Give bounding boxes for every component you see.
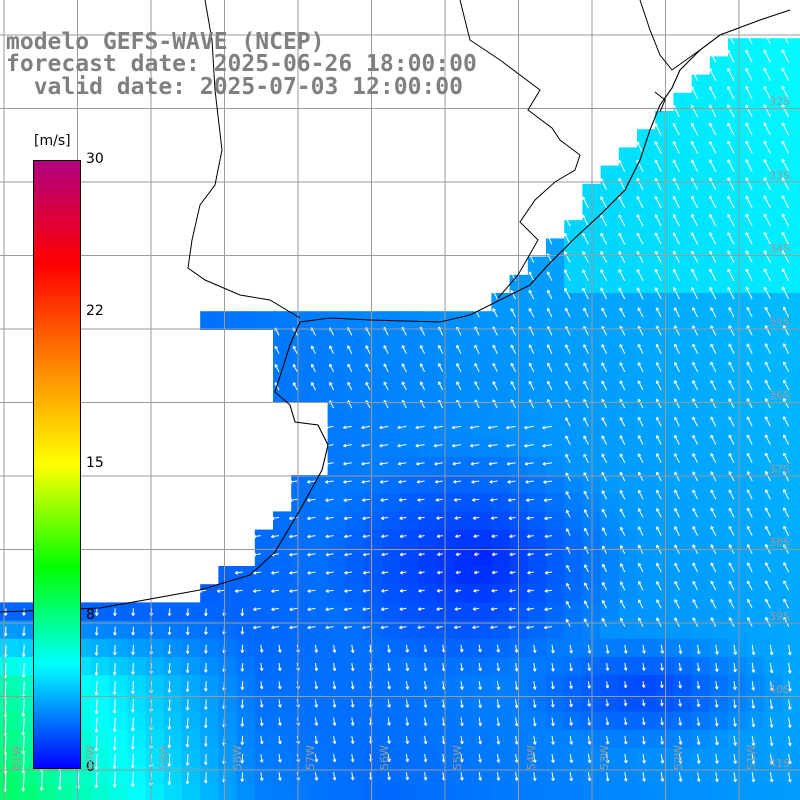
lat-label: 40S [769,683,790,696]
lon-label: 53W [598,745,611,770]
lat-label: 35S [769,315,790,329]
lat-label: 33S [769,168,790,182]
colorbar-tick-15: 15 [86,455,104,471]
lon-label: 52W [671,745,685,770]
forecast-date: forecast date: 2025-06-26 18:00:00 [6,51,477,77]
colorbar-tick-22: 22 [86,303,104,319]
lat-label: 37S [769,462,790,476]
colorbar-tick-8: 8 [86,607,95,623]
lon-label: 61W [10,745,23,770]
lat-label: 38S [769,536,790,549]
lon-label: 51W [745,745,758,770]
lon-label: 55W [451,745,464,770]
lon-label: 54W [524,745,538,770]
lon-label: 56W [377,745,391,770]
wind-arrows [3,31,792,793]
country-borders [187,0,701,319]
lon-label: 58W [230,745,244,770]
lat-label: 32S [769,95,790,108]
colorbar-tick-30: 30 [86,151,104,167]
lat-label: 34S [769,242,790,255]
lon-label: 59W [157,745,170,770]
lon-label: 57W [304,745,317,770]
colorbar-unit-label: [m/s] [34,133,71,149]
lon-label: 60W [83,745,97,770]
model-title: modelo GEFS-WAVE (NCEP) [6,29,325,55]
lat-label: 41S [769,756,790,770]
valid-date: valid date: 2025-07-03 12:00:00 [6,74,463,100]
colorbar-tick-0: 0 [86,759,95,775]
lat-label: 39S [769,609,790,623]
lat-label: 36S [769,389,790,402]
wind-field [0,38,800,800]
colorbar [33,160,81,769]
coastline [0,9,791,613]
